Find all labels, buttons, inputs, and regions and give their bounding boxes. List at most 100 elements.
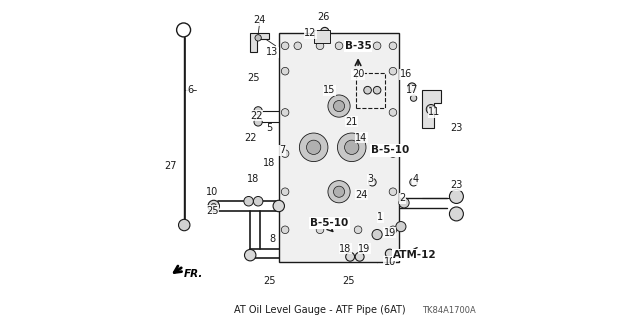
Circle shape — [373, 86, 381, 94]
Circle shape — [355, 42, 362, 50]
Text: 1: 1 — [377, 212, 383, 222]
Circle shape — [316, 226, 324, 234]
Circle shape — [254, 107, 262, 115]
Circle shape — [177, 23, 191, 37]
Circle shape — [410, 95, 417, 101]
Circle shape — [333, 186, 344, 197]
Circle shape — [211, 204, 216, 209]
Text: 8: 8 — [269, 234, 275, 244]
Text: TK84A1700A: TK84A1700A — [422, 307, 476, 316]
Text: 26: 26 — [317, 12, 330, 22]
Text: 2: 2 — [399, 193, 406, 203]
Circle shape — [396, 221, 406, 232]
Circle shape — [410, 178, 417, 186]
Text: 7: 7 — [279, 146, 285, 156]
Circle shape — [282, 150, 289, 157]
Text: 15: 15 — [323, 85, 336, 95]
Circle shape — [282, 108, 289, 116]
Circle shape — [389, 68, 397, 75]
Circle shape — [408, 83, 416, 91]
Polygon shape — [250, 33, 269, 52]
Polygon shape — [422, 90, 440, 128]
Circle shape — [328, 180, 350, 203]
Circle shape — [255, 35, 261, 41]
Circle shape — [449, 189, 463, 204]
Text: FR.: FR. — [184, 269, 203, 279]
Circle shape — [321, 28, 329, 36]
Circle shape — [282, 42, 289, 50]
Circle shape — [449, 207, 463, 221]
Text: 24: 24 — [253, 15, 266, 25]
Circle shape — [344, 140, 359, 155]
Bar — [314, 30, 330, 43]
Circle shape — [389, 150, 397, 157]
Circle shape — [372, 229, 382, 240]
Text: 21: 21 — [346, 117, 358, 127]
Circle shape — [316, 42, 324, 50]
Circle shape — [389, 42, 397, 50]
Text: 13: 13 — [266, 47, 278, 57]
Text: 22: 22 — [244, 133, 257, 143]
Text: 14: 14 — [355, 133, 367, 143]
Circle shape — [282, 188, 289, 196]
Text: 3: 3 — [368, 174, 374, 184]
Text: 19: 19 — [383, 228, 396, 238]
Text: 4: 4 — [412, 174, 418, 184]
Text: 22: 22 — [250, 111, 263, 121]
Circle shape — [389, 188, 397, 196]
Text: AT Oil Level Gauge - ATF Pipe (6AT): AT Oil Level Gauge - ATF Pipe (6AT) — [234, 305, 406, 316]
Text: 19: 19 — [358, 244, 371, 254]
Text: 23: 23 — [450, 123, 463, 133]
Circle shape — [253, 196, 263, 206]
Circle shape — [333, 100, 344, 112]
Circle shape — [254, 118, 262, 126]
Circle shape — [355, 252, 364, 261]
Text: 25: 25 — [342, 276, 355, 285]
Text: 25: 25 — [247, 73, 260, 83]
Circle shape — [389, 108, 397, 116]
Circle shape — [389, 226, 397, 234]
Circle shape — [369, 178, 376, 186]
Circle shape — [355, 226, 362, 234]
Circle shape — [179, 219, 190, 231]
Text: 27: 27 — [164, 161, 177, 171]
Circle shape — [208, 200, 220, 212]
Text: 25: 25 — [263, 276, 275, 285]
Circle shape — [244, 250, 256, 261]
Circle shape — [335, 42, 343, 50]
Circle shape — [294, 42, 301, 50]
Text: 17: 17 — [406, 85, 418, 95]
Text: ATM-12: ATM-12 — [394, 250, 437, 260]
Circle shape — [307, 140, 321, 155]
Circle shape — [328, 95, 350, 117]
Text: 10: 10 — [206, 187, 218, 197]
Text: 16: 16 — [399, 69, 412, 79]
Circle shape — [399, 198, 409, 208]
Text: 25: 25 — [206, 206, 218, 216]
Circle shape — [373, 42, 381, 50]
Text: 24: 24 — [355, 190, 367, 200]
Text: B-5-10: B-5-10 — [310, 219, 349, 228]
Circle shape — [273, 200, 284, 212]
Text: 23: 23 — [450, 180, 463, 190]
Circle shape — [282, 68, 289, 75]
Text: 18: 18 — [263, 158, 275, 168]
Text: 20: 20 — [352, 69, 364, 79]
Text: 6: 6 — [187, 85, 193, 95]
Circle shape — [364, 86, 371, 94]
Circle shape — [337, 133, 366, 162]
Text: B-35: B-35 — [345, 41, 371, 51]
Circle shape — [385, 249, 394, 258]
Circle shape — [300, 133, 328, 162]
Text: 10: 10 — [383, 257, 396, 267]
Circle shape — [244, 196, 253, 206]
Text: 11: 11 — [428, 108, 440, 117]
Text: 12: 12 — [304, 28, 317, 38]
Circle shape — [346, 252, 355, 261]
Text: 18: 18 — [339, 244, 351, 254]
Circle shape — [282, 226, 289, 234]
Text: 5: 5 — [266, 123, 273, 133]
Circle shape — [426, 105, 436, 114]
Bar — [279, 33, 399, 261]
Text: B-5-10: B-5-10 — [371, 146, 409, 156]
